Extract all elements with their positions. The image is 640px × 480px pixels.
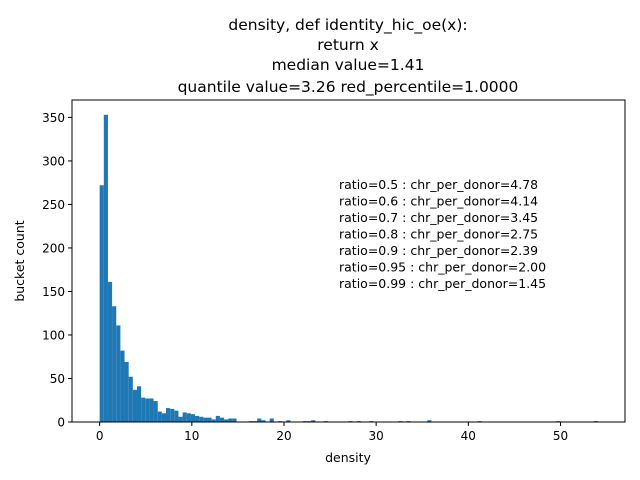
x-tick-label: 30: [369, 429, 384, 443]
annotation-line: ratio=0.9 : chr_per_donor=2.39: [339, 243, 538, 258]
x-tick-label: 20: [276, 429, 291, 443]
histogram-bar: [157, 411, 162, 422]
histogram-bars: [99, 114, 598, 422]
histogram-bar: [182, 412, 187, 422]
ratio-annotations: ratio=0.5 : chr_per_donor=4.78 ratio=0.6…: [339, 177, 546, 291]
histogram-bar: [203, 417, 208, 422]
histogram-bar: [116, 325, 121, 422]
histogram-bar: [211, 419, 216, 422]
annotation-line: ratio=0.99 : chr_per_donor=1.45: [339, 276, 546, 291]
x-axis-label: density: [325, 450, 371, 465]
histogram-bar: [199, 416, 204, 422]
histogram-bar: [136, 386, 142, 422]
annotation-line: ratio=0.7 : chr_per_donor=3.45: [339, 210, 538, 225]
annotation-line: ratio=0.8 : chr_per_donor=2.75: [339, 227, 538, 242]
y-axis-label: bucket count: [12, 220, 27, 301]
histogram-bar: [99, 185, 104, 422]
y-tick-label: 350: [42, 111, 65, 125]
x-tick-label: 0: [96, 429, 104, 443]
histogram-bar: [257, 418, 262, 422]
title-line-3: median value=1.41: [272, 56, 425, 74]
histogram-bar: [219, 417, 225, 422]
chart-title: density, def identity_hic_oe(x): return …: [178, 16, 519, 97]
histogram-bar: [190, 414, 196, 422]
histogram-bar: [427, 420, 432, 422]
y-tick-label: 250: [42, 198, 65, 212]
histogram-bar: [153, 401, 158, 422]
histogram-bar: [170, 408, 175, 422]
annotation-line: ratio=0.6 : chr_per_donor=4.14: [339, 194, 538, 209]
histogram-bar: [261, 420, 266, 422]
histogram-bar: [141, 397, 146, 422]
histogram-bar: [166, 408, 171, 422]
y-tick-label: 300: [42, 154, 65, 168]
y-tick-label: 100: [42, 328, 65, 342]
histogram-bar: [186, 413, 191, 422]
y-tick-label: 200: [42, 241, 65, 255]
histogram-bar: [228, 418, 233, 422]
title-line-2: return x: [317, 36, 379, 54]
y-tick-label: 50: [50, 372, 65, 386]
y-tick-label: 0: [57, 416, 65, 430]
histogram-bar: [128, 376, 133, 422]
histogram-bar: [145, 398, 150, 422]
histogram-bar: [174, 410, 179, 422]
histogram-bar: [149, 398, 154, 422]
histogram-bar: [112, 306, 117, 422]
histogram-bar: [224, 419, 229, 422]
x-tick-label: 40: [461, 429, 476, 443]
histogram-bar: [269, 418, 274, 422]
x-tick-label: 10: [184, 429, 199, 443]
histogram-bar: [195, 415, 200, 422]
histogram-bar: [286, 420, 291, 422]
histogram-bar: [132, 389, 137, 422]
y-tick-label: 150: [42, 285, 65, 299]
histogram-bar: [107, 281, 113, 422]
histogram-bar: [215, 415, 220, 422]
x-axis-ticks: 0 10 20 30 40 50: [96, 422, 568, 443]
histogram-bar: [178, 416, 183, 422]
title-line-4: quantile value=3.26 red_percentile=1.000…: [178, 78, 519, 97]
histogram-bar: [207, 417, 212, 422]
histogram-bar: [232, 418, 237, 422]
annotation-line: ratio=0.95 : chr_per_donor=2.00: [339, 260, 546, 275]
histogram-bar: [120, 350, 125, 422]
y-axis-ticks: 0 50 100 150 200 250 300 350: [42, 111, 72, 430]
annotation-line: ratio=0.5 : chr_per_donor=4.78: [339, 177, 538, 192]
plot-frame: [71, 99, 626, 423]
histogram-bar: [103, 114, 108, 422]
title-line-1: density, def identity_hic_oe(x):: [228, 16, 467, 35]
histogram-bar: [124, 361, 129, 422]
histogram-bar: [311, 420, 316, 422]
x-tick-label: 50: [553, 429, 568, 443]
histogram-bar: [161, 413, 167, 422]
